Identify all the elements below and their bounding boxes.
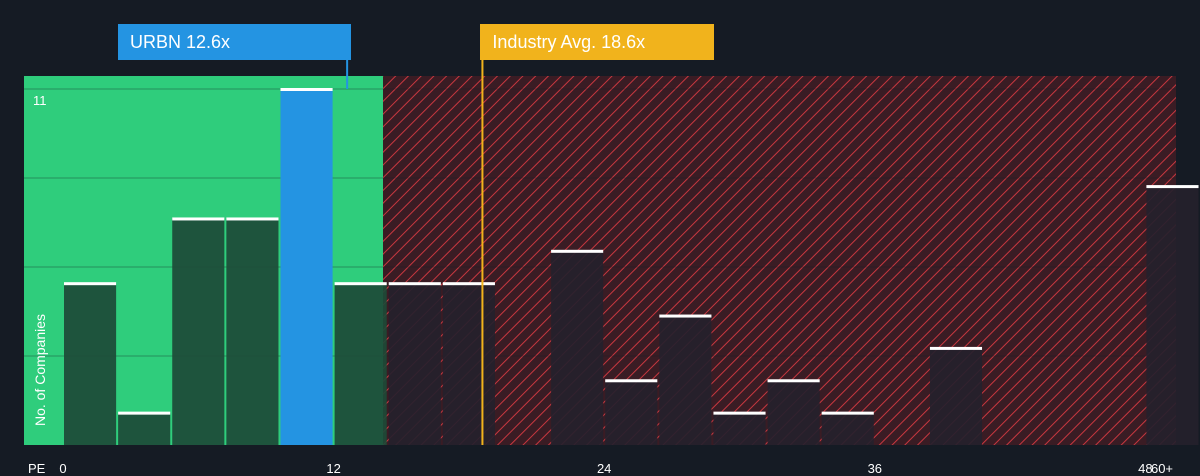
subject-pe-callout: URBN 12.6x — [118, 24, 352, 60]
bar-top-line — [551, 249, 604, 253]
histogram-bar — [118, 412, 171, 445]
histogram-bar — [64, 283, 117, 445]
x-tick-label: 48 — [1138, 461, 1152, 476]
bar-top-line — [442, 282, 495, 286]
histogram-bar — [442, 283, 495, 445]
histogram-bar — [605, 380, 658, 445]
bar-top-line — [280, 88, 333, 91]
histogram-bar — [334, 283, 387, 445]
histogram-bar — [767, 380, 820, 445]
bar-top-line — [226, 217, 279, 221]
histogram-bar — [226, 218, 279, 445]
bar-top-line — [605, 379, 658, 383]
x-tick-label: 24 — [597, 461, 611, 476]
bar-top-line — [713, 411, 766, 415]
bar-top-line — [767, 379, 820, 383]
x-axis-label: PE — [28, 461, 46, 476]
bar-top-line — [1146, 185, 1199, 189]
histogram-bar — [1146, 186, 1199, 445]
bar-top-line — [64, 282, 117, 286]
x-tick-label: 60+ — [1151, 461, 1173, 476]
bar-top-line — [172, 217, 225, 221]
histogram-bar — [713, 412, 766, 445]
industry-avg-callout: Industry Avg. 18.6x — [480, 24, 715, 60]
subject-pe-label: URBN 12.6x — [130, 32, 231, 52]
y-max-label: 11 — [33, 93, 47, 108]
histogram-bar — [929, 347, 983, 445]
histogram-bar — [551, 250, 604, 445]
bar-top-line — [334, 282, 387, 286]
histogram-bar — [172, 218, 225, 445]
bar-top-line — [118, 411, 171, 415]
bar-top-line — [929, 346, 983, 350]
bar-top-line — [659, 314, 712, 318]
histogram-bar — [821, 412, 874, 445]
x-tick-label: 12 — [326, 461, 340, 476]
industry-avg-label: Industry Avg. 18.6x — [492, 32, 646, 52]
subject-bar — [280, 89, 333, 445]
x-tick-label: 0 — [59, 461, 66, 476]
bar-top-line — [388, 282, 441, 286]
x-tick-label: 36 — [868, 461, 882, 476]
y-axis-label: No. of Companies — [32, 314, 48, 426]
histogram-bar — [388, 283, 441, 445]
histogram-bar — [659, 315, 712, 445]
bar-top-line — [821, 411, 874, 415]
